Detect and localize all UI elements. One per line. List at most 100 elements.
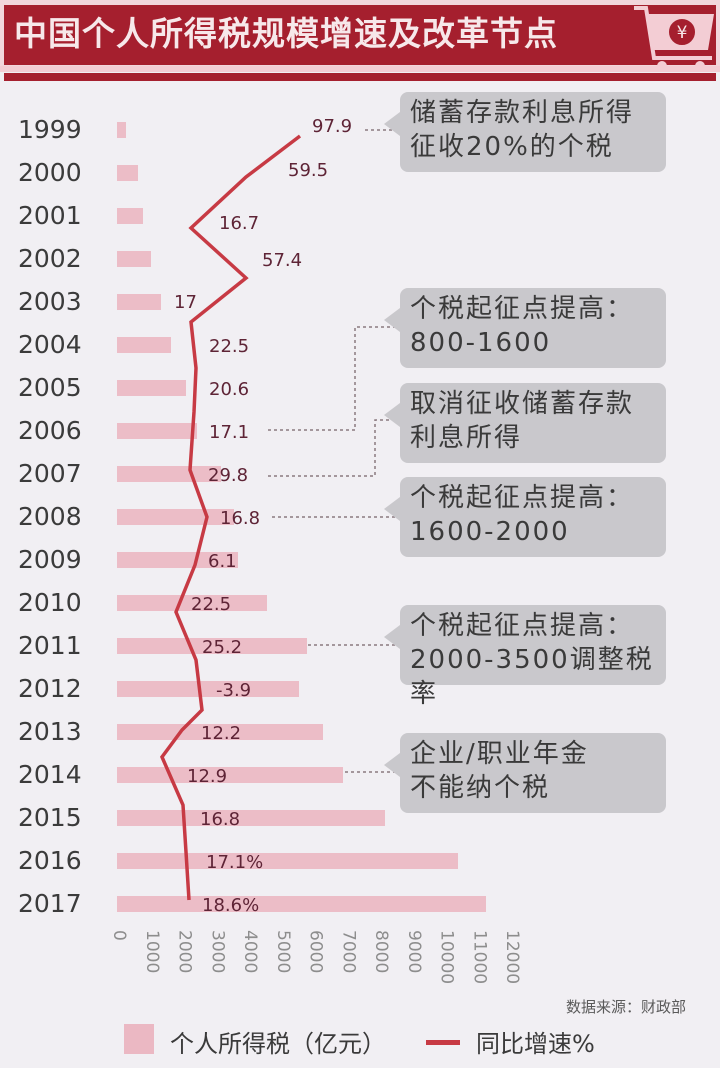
bar-2009 [117, 552, 238, 568]
note-line: 储蓄存款利息所得 [410, 98, 635, 128]
note-line: 征收20%的个税 [410, 132, 614, 162]
year-label: 2008 [18, 502, 82, 531]
note-line: 2000-3500调整税率 [410, 645, 654, 709]
x-tick: 5000 [272, 930, 293, 974]
annotation-note-1999: 储蓄存款利息所得 征收20%的个税 [384, 92, 666, 172]
growth-label: 12.9 [187, 766, 228, 787]
year-label: 2017 [18, 889, 82, 918]
growth-label: 17 [174, 292, 197, 313]
svg-text:¥: ¥ [677, 23, 688, 43]
growth-label: 6.1 [208, 551, 237, 572]
year-label: 2015 [18, 803, 82, 832]
x-tick: 12000 [502, 930, 522, 985]
note-line: 取消征收储蓄存款 [410, 389, 635, 419]
note-line: 个税起征点提高： [410, 294, 635, 324]
bar-2003 [117, 294, 161, 310]
year-label: 2010 [18, 588, 82, 617]
header-divider [0, 66, 720, 72]
year-label: 1999 [18, 115, 82, 144]
data-source: 数据来源：财政部 [566, 998, 687, 1016]
note-line: 1600-2000 [410, 517, 570, 547]
annotation-note-2014: 企业/职业年金 不能纳个税 [384, 733, 666, 813]
growth-label: 57.4 [262, 250, 303, 271]
x-tick: 9000 [403, 930, 424, 974]
x-tick: 7000 [338, 930, 359, 974]
year-label: 2004 [18, 330, 82, 359]
note-line: 800-1600 [410, 328, 552, 358]
legend-line-label: 同比增速% [476, 1030, 595, 1058]
note-line: 个税起征点提高： [410, 483, 635, 513]
note-line: 个税起征点提高： [410, 611, 635, 641]
growth-label: 12.2 [201, 723, 242, 744]
year-label: 2000 [18, 158, 82, 187]
growth-label: 17.1% [206, 852, 264, 873]
bar-2000 [117, 165, 138, 181]
year-label: 2003 [18, 287, 82, 316]
bar-2017 [117, 896, 486, 912]
year-label: 2005 [18, 373, 82, 402]
growth-label: 59.5 [288, 160, 329, 181]
bar-1999 [117, 122, 126, 138]
bar-2005 [117, 380, 186, 396]
growth-label: 16.7 [219, 213, 260, 234]
year-label: 2009 [18, 545, 82, 574]
year-label: 2001 [18, 201, 82, 230]
growth-line [159, 134, 302, 901]
legend-bar-swatch [124, 1024, 154, 1054]
header: 中国个人所得税规模增速及改革节点 ¥ [0, 0, 720, 72]
growth-label: 17.1 [209, 422, 250, 443]
page-title: 中国个人所得税规模增速及改革节点 [14, 14, 558, 53]
year-label: 2007 [18, 459, 82, 488]
year-label: 2002 [18, 244, 82, 273]
x-tick: 11000 [469, 930, 490, 985]
growth-label: 22.5 [209, 336, 250, 357]
growth-label: 97.9 [312, 116, 353, 137]
growth-label: 20.6 [209, 379, 250, 400]
bar-2013 [117, 724, 323, 740]
year-label: 2006 [18, 416, 82, 445]
year-label: 2013 [18, 717, 82, 746]
year-label: 2016 [18, 846, 82, 875]
growth-label: 22.5 [191, 594, 232, 615]
x-tick: 8000 [371, 930, 391, 974]
title-band [4, 5, 716, 65]
bar-2004 [117, 337, 171, 353]
bar-2001 [117, 208, 143, 224]
bar-2006 [117, 423, 197, 439]
bar-2012 [117, 681, 299, 697]
legend-line-swatch [426, 1040, 460, 1045]
note-line: 企业/职业年金 [410, 739, 589, 769]
growth-label: 18.6% [202, 895, 260, 916]
year-label: 2012 [18, 674, 82, 703]
bar-2011 [117, 638, 307, 654]
annotation-note-2007: 取消征收储蓄存款 利息所得 [384, 383, 666, 463]
x-tick: 4000 [240, 930, 260, 974]
annotation-connectors [268, 129, 398, 773]
bar-2016 [117, 853, 458, 869]
legend-bar-label: 个人所得税（亿元） [170, 1030, 386, 1058]
growth-label: 16.8 [200, 809, 241, 830]
x-tick: 0 [109, 930, 129, 941]
growth-label: 25.2 [202, 637, 243, 658]
x-tick: 10000 [436, 930, 457, 985]
growth-label: 29.8 [208, 465, 249, 486]
x-tick: 2000 [174, 930, 195, 974]
note-line: 不能纳个税 [410, 773, 551, 803]
x-tick: 3000 [207, 930, 228, 974]
year-label: 2011 [18, 631, 82, 660]
annotation-note-2011: 个税起征点提高： 2000-3500调整税率 [384, 605, 666, 709]
annotation-note-2006: 个税起征点提高： 800-1600 [384, 288, 666, 368]
bar-2002 [117, 251, 151, 267]
annotation-note-2008: 个税起征点提高： 1600-2000 [384, 477, 666, 557]
x-tick: 6000 [305, 930, 326, 974]
growth-label: 16.8 [220, 508, 261, 529]
x-tick: 1000 [141, 930, 162, 974]
note-line: 利息所得 [410, 423, 523, 453]
year-label: 2014 [18, 760, 82, 789]
bar-2010 [117, 595, 267, 611]
header-stripe [4, 73, 716, 81]
shopping-cart-yuan-icon: ¥ [634, 6, 714, 71]
growth-label: -3.9 [216, 680, 252, 701]
bar-2007 [117, 466, 221, 482]
